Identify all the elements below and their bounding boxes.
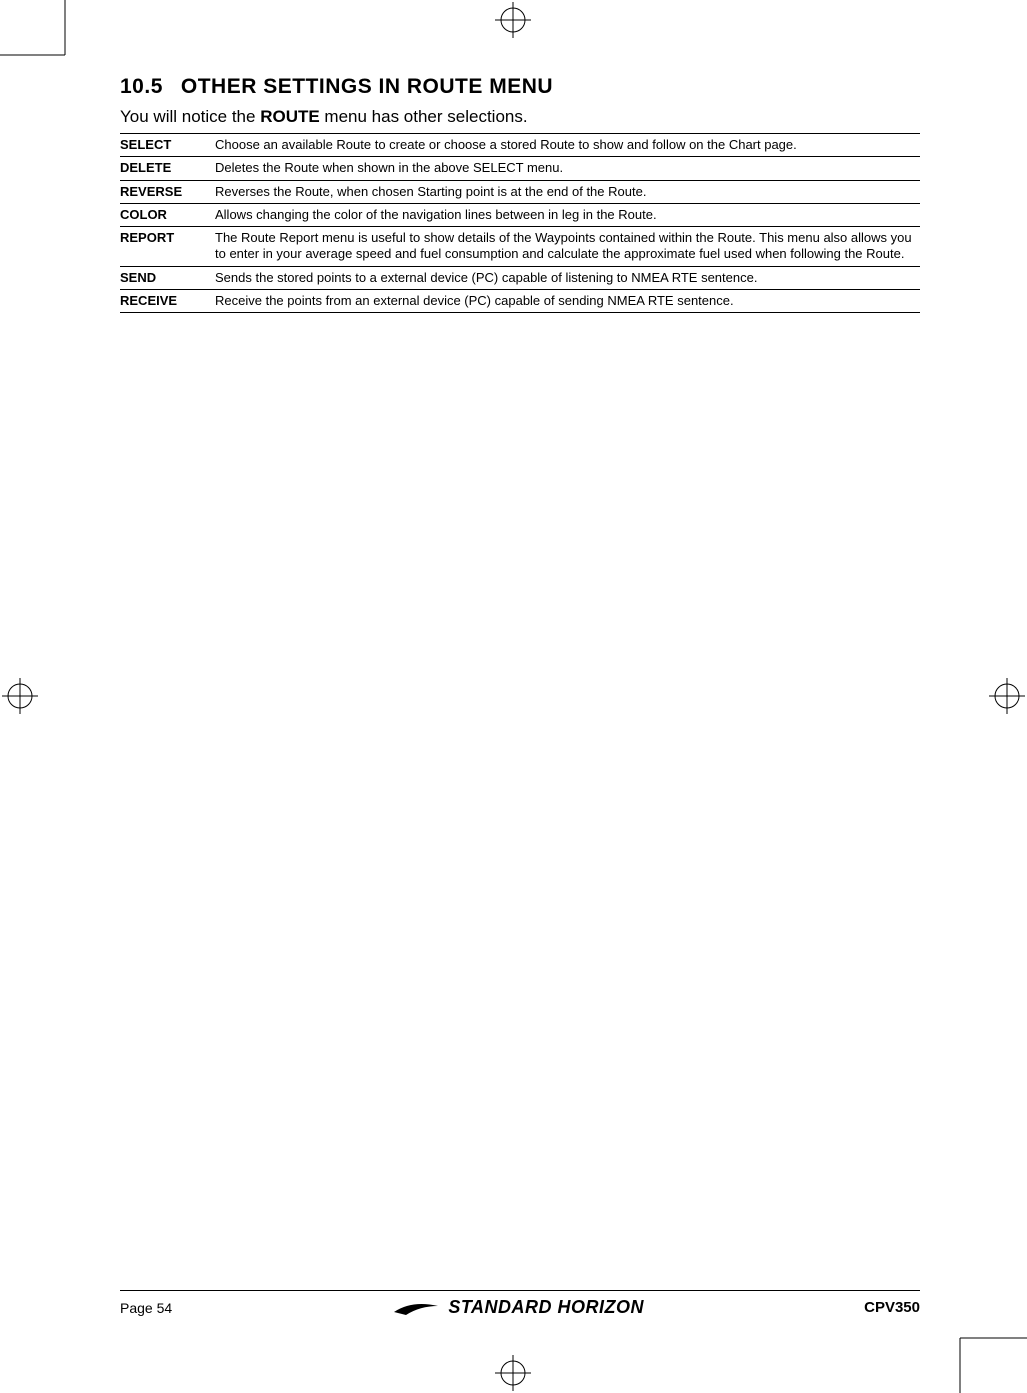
brand-logo: STANDARD HORIZON (392, 1297, 644, 1318)
setting-key: SEND (120, 266, 215, 289)
page-number: Page 54 (120, 1300, 172, 1316)
intro-text: You will notice the ROUTE menu has other… (120, 107, 920, 127)
table-row: COLOR Allows changing the color of the n… (120, 203, 920, 226)
model-label: CPV350 (864, 1299, 920, 1316)
setting-desc: Sends the stored points to a external de… (215, 266, 920, 289)
section-number: 10.5 (120, 75, 163, 98)
settings-table: SELECT Choose an available Route to crea… (120, 133, 920, 313)
setting-key: COLOR (120, 203, 215, 226)
setting-desc: Allows changing the color of the navigat… (215, 203, 920, 226)
setting-desc: The Route Report menu is useful to show … (215, 227, 920, 267)
setting-key: REPORT (120, 227, 215, 267)
table-row: SEND Sends the stored points to a extern… (120, 266, 920, 289)
brand-text: STANDARD HORIZON (448, 1297, 644, 1318)
setting-desc: Reverses the Route, when chosen Starting… (215, 180, 920, 203)
setting-key: DELETE (120, 157, 215, 180)
setting-desc: Choose an available Route to create or c… (215, 134, 920, 157)
table-row: SELECT Choose an available Route to crea… (120, 134, 920, 157)
page-content: 10.5 OTHER SETTINGS IN ROUTE MENU You wil… (120, 75, 920, 313)
table-row: REVERSE Reverses the Route, when chosen … (120, 180, 920, 203)
setting-desc: Receive the points from an external devi… (215, 289, 920, 312)
section-heading: 10.5 OTHER SETTINGS IN ROUTE MENU (120, 75, 920, 99)
setting-key: RECEIVE (120, 289, 215, 312)
setting-key: SELECT (120, 134, 215, 157)
table-row: DELETE Deletes the Route when shown in t… (120, 157, 920, 180)
section-title: OTHER SETTINGS IN ROUTE MENU (181, 75, 553, 98)
setting-key: REVERSE (120, 180, 215, 203)
setting-desc: Deletes the Route when shown in the abov… (215, 157, 920, 180)
swoosh-icon (392, 1298, 440, 1318)
page-footer: Page 54 STANDARD HORIZON CPV350 (120, 1290, 920, 1318)
table-row: RECEIVE Receive the points from an exter… (120, 289, 920, 312)
settings-table-body: SELECT Choose an available Route to crea… (120, 134, 920, 313)
table-row: REPORT The Route Report menu is useful t… (120, 227, 920, 267)
